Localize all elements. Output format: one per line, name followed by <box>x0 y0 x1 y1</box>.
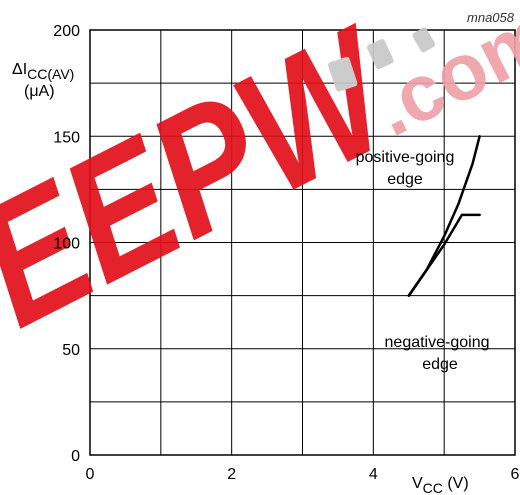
x-axis-label-unit: (V) <box>443 475 469 492</box>
x-axis-label-main: V <box>412 475 423 492</box>
x-tick-label: 6 <box>511 466 520 483</box>
tick-labels: 0 50 100 150 200 0 2 4 6 <box>53 23 519 483</box>
y-tick-label: 150 <box>53 129 80 146</box>
figure-code: mna058 <box>467 10 515 25</box>
y-axis-unit: (μA) <box>24 83 55 100</box>
x-tick-label: 2 <box>227 466 236 483</box>
series-label-negative-going-2: edge <box>422 356 458 373</box>
watermark-glyph-shape <box>412 27 436 53</box>
series-label-positive-going-2: edge <box>387 171 423 188</box>
y-axis-label: ΔICC(AV) <box>12 61 74 82</box>
y-axis-label-main: ΔI <box>12 61 27 78</box>
watermark-logo-text: EEPW <box>0 0 428 364</box>
watermark-glyph-shape <box>367 39 394 70</box>
x-tick-label: 4 <box>369 466 378 483</box>
series-label-negative-going-1: negative-going <box>385 334 490 351</box>
watermark: EEPW.com <box>0 0 520 364</box>
series-negative-going-edge <box>407 213 481 297</box>
plot-frame <box>89 29 516 456</box>
x-tick-label: 0 <box>86 466 95 483</box>
y-tick-label: 100 <box>53 236 80 253</box>
y-tick-label: 50 <box>62 342 80 359</box>
watermark-glyph-shape <box>328 56 358 92</box>
series-label-positive-going-1: positive-going <box>356 149 455 166</box>
y-tick-label: 0 <box>71 448 80 465</box>
x-axis-label-sub: CC <box>423 480 443 495</box>
y-tick-label: 200 <box>53 23 80 40</box>
x-axis-label: VCC (V) <box>412 475 469 495</box>
series-group <box>407 135 481 297</box>
y-axis-label-sub: CC(AV) <box>27 66 74 82</box>
